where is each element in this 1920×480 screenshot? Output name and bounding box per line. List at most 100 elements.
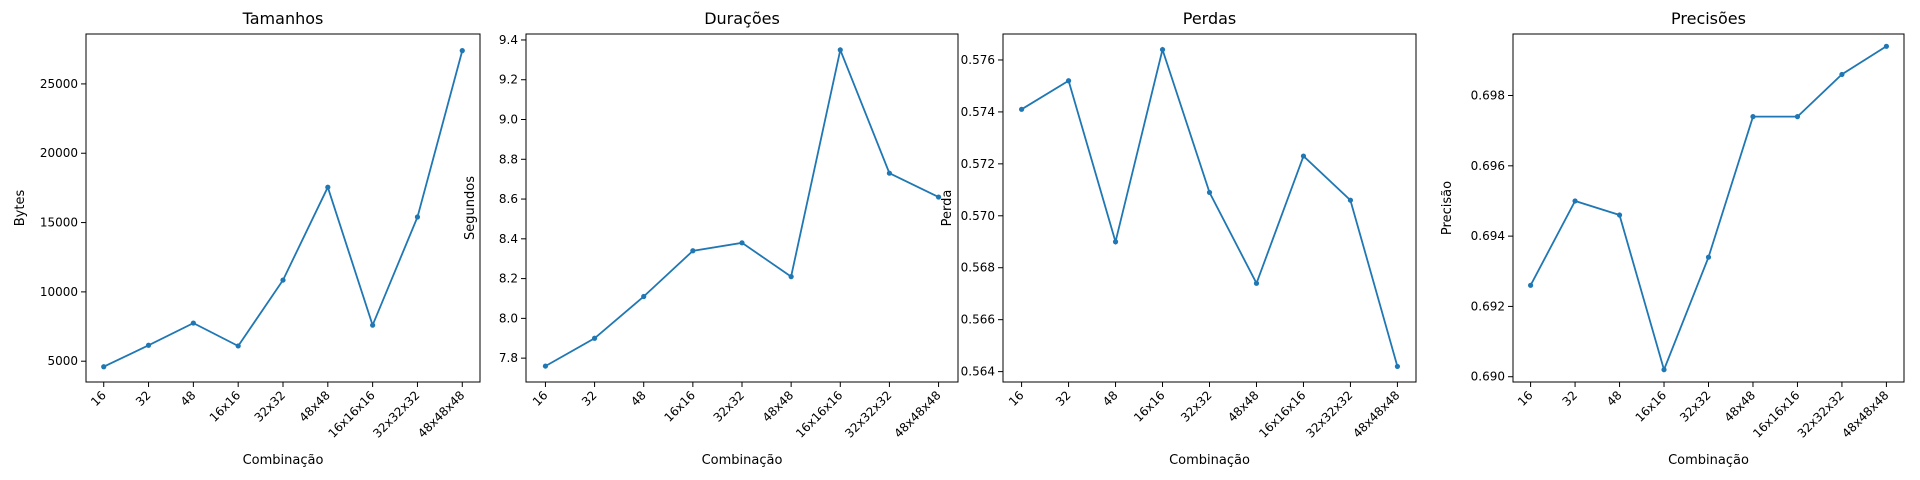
x-tick-label: 48: [1604, 388, 1625, 409]
x-tick-label: 48x48: [1722, 388, 1759, 425]
x-tick-label: 48: [628, 388, 649, 409]
data-point: [1794, 114, 1801, 120]
y-tick-label: 8.4: [499, 232, 518, 246]
data-point: [1394, 363, 1401, 370]
x-tick-label: 32: [133, 388, 154, 409]
y-axis-label: Perda: [940, 190, 955, 227]
series-line: [103, 50, 464, 368]
y-tick-label: 0.694: [1471, 229, 1505, 243]
data-point: [1018, 106, 1025, 112]
data-point: [1750, 114, 1756, 120]
data-point: [591, 335, 598, 341]
data-point: [459, 48, 465, 54]
x-tick-label: 32x32: [1178, 388, 1215, 425]
chart-title: Tamanhos: [242, 9, 324, 28]
chart-panel-1: Durações 7.8 8.0 8.2 8.4 8.6 8.8 9.0 9.2 9.4 16 32 4…: [463, 9, 959, 468]
data-point: [1527, 282, 1534, 288]
data-point: [1253, 280, 1260, 286]
x-tick-label: 16x16: [1131, 388, 1168, 425]
y-tick-label: 9.4: [499, 33, 518, 47]
y-axis-label: Segundos: [463, 176, 478, 240]
x-tick-label: 32x32: [1677, 388, 1714, 425]
plot-frame: [85, 33, 481, 383]
data-point: [1206, 189, 1213, 196]
data-point: [1112, 239, 1119, 245]
x-axis-label: Combinação: [1169, 453, 1250, 468]
data-point: [235, 343, 241, 349]
data-point: [145, 342, 152, 348]
x-tick-label: 32x32: [711, 388, 748, 425]
chart-panel-0: Tamanhos 5000 10000 15000 20000 25000 16 32 48 16…: [13, 9, 481, 468]
data-point: [542, 363, 549, 369]
data-point: [280, 277, 286, 283]
y-tick-label: 0.690: [1471, 370, 1505, 384]
data-point: [641, 293, 647, 300]
data-point: [739, 240, 745, 246]
y-tick-label: 0.574: [961, 105, 995, 119]
x-tick-label: 48x48x48: [891, 388, 943, 440]
data-point: [788, 274, 794, 280]
data-point: [935, 194, 942, 200]
y-tick-label: 15000: [40, 216, 78, 230]
x-tick-label: 48: [178, 388, 199, 409]
x-tick-label: 16: [88, 388, 109, 409]
x-tick-label: 32: [579, 388, 600, 409]
x-tick-label: 32: [1559, 388, 1580, 409]
y-tick-label: 8.8: [499, 152, 518, 166]
x-tick-label: 16x16x16: [1750, 388, 1802, 440]
y-tick-label: 20000: [40, 146, 78, 160]
y-tick-label: 9.2: [499, 73, 518, 87]
y-tick-label: 0.696: [1471, 159, 1505, 173]
data-point: [190, 320, 196, 326]
y-axis-label: Bytes: [13, 190, 28, 227]
x-tick-label: 16x16: [1633, 388, 1670, 425]
x-tick-label: 48x48x48: [415, 388, 467, 440]
chart-title: Durações: [704, 9, 780, 28]
data-point: [414, 214, 421, 220]
data-point: [1065, 78, 1072, 84]
y-tick-label: 9.0: [499, 113, 518, 127]
y-tick-label: 0.576: [961, 53, 995, 67]
y-tick-label: 0.566: [961, 313, 995, 327]
y-tick-label: 8.2: [499, 272, 518, 286]
data-point: [1347, 197, 1354, 203]
series-line: [1529, 45, 1887, 373]
x-tick-label: 16x16: [207, 388, 244, 425]
y-axis-label: Precisão: [1440, 181, 1455, 235]
data-point: [1616, 212, 1623, 218]
x-tick-label: 48x48: [296, 388, 333, 425]
data-point: [1883, 43, 1890, 49]
y-tick-label: 5000: [47, 354, 78, 368]
x-tick-label: 32: [1053, 388, 1074, 409]
chart-panel-3: Precisões 0.690 0.692 0.694 0.696 0.698 16 32 48…: [1440, 9, 1905, 468]
data-point: [370, 322, 376, 328]
x-tick-label: 16x16x16: [1256, 388, 1308, 440]
y-tick-label: 0.564: [961, 365, 995, 379]
y-tick-label: 10000: [40, 285, 78, 299]
x-tick-label: 32x32x32: [1303, 388, 1355, 440]
data-point: [1839, 71, 1845, 78]
data-point: [837, 47, 843, 53]
series-line: [544, 46, 939, 367]
data-point: [690, 248, 696, 254]
x-tick-label: 32x32x32: [1795, 388, 1847, 440]
data-point: [1159, 46, 1166, 53]
data-point: [1661, 367, 1667, 373]
plot-frame: [1512, 33, 1905, 383]
data-point: [1705, 254, 1712, 260]
plot-frame: [525, 33, 959, 383]
y-tick-label: 8.6: [499, 192, 518, 206]
x-tick-label: 32x32x32: [370, 388, 422, 440]
x-tick-label: 32x32x32: [842, 388, 894, 440]
y-tick-label: 8.0: [499, 311, 518, 325]
x-axis-label: Combinação: [702, 453, 783, 468]
data-point: [101, 364, 107, 370]
x-tick-label: 48x48: [1225, 388, 1262, 425]
y-tick-label: 0.698: [1471, 89, 1505, 103]
data-point: [886, 170, 893, 176]
data-point: [325, 184, 331, 190]
x-axis-label: Combinação: [1668, 453, 1749, 468]
x-tick-label: 16: [1006, 388, 1027, 409]
data-point: [1300, 153, 1307, 159]
